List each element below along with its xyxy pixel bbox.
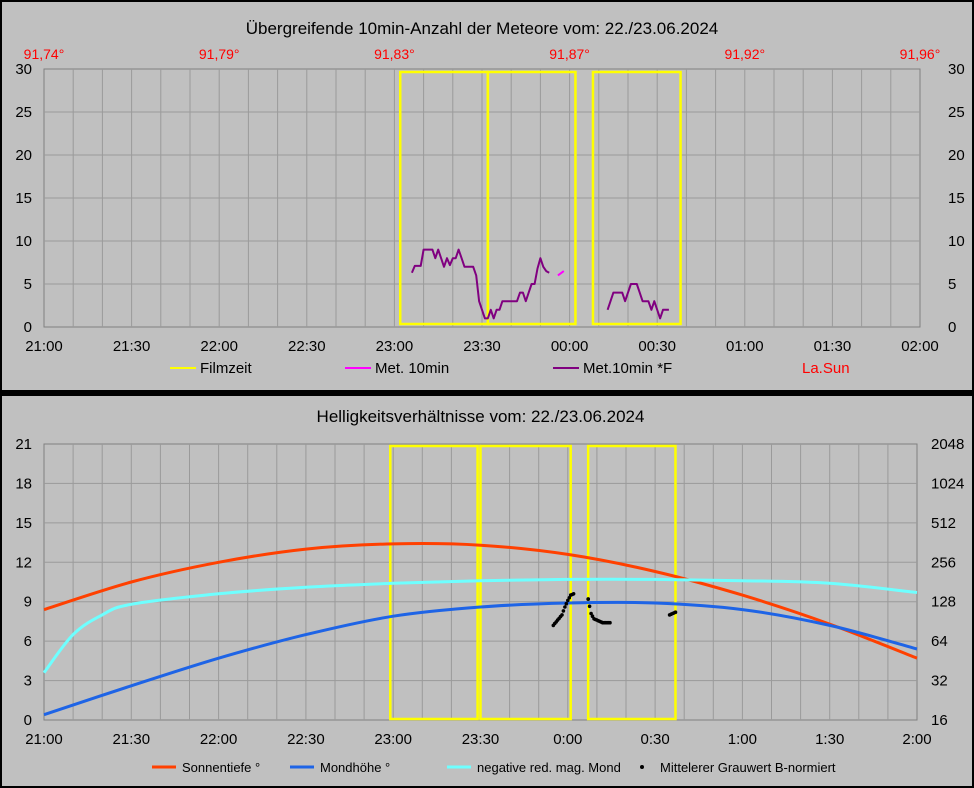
y-tick-label: 0	[24, 712, 32, 729]
y2-tick-label: 256	[931, 554, 956, 571]
grauwert-dot	[567, 596, 572, 600]
film-period-box	[479, 444, 572, 721]
legend-label: Met.10min *F	[583, 360, 672, 377]
legend-label: Sonnentiefe °	[182, 760, 260, 775]
x-tick-label: 01:00	[726, 338, 764, 355]
meteor-count-panel: Übergreifende 10min-Anzahl der Meteore v…	[2, 2, 972, 390]
legend-label: Mittelerer Grauwert B-normiert	[660, 760, 836, 775]
y-tick-label: 3	[24, 673, 32, 690]
y2-tick-label: 30	[948, 61, 965, 78]
x-tick-label: 00:00	[551, 338, 589, 355]
top-tick-label: 91,87°	[549, 46, 590, 62]
y2-tick-label: 16	[931, 712, 948, 729]
x-tick-label: 0:30	[640, 731, 669, 748]
y2-tick-label: 64	[931, 633, 948, 650]
series-grauwert	[551, 592, 678, 628]
y2-tick-label: 32	[931, 673, 948, 690]
meteor-count-chart: Übergreifende 10min-Anzahl der Meteore v…	[15, 19, 965, 377]
x-tick-label: 02:00	[901, 338, 939, 355]
y2-tick-label: 25	[948, 104, 965, 121]
top-tick-label: 91,74°	[24, 46, 65, 62]
x-tick-label: 21:00	[25, 731, 63, 748]
x-tick-label: 22:00	[200, 731, 238, 748]
x-tick-label: 0:00	[553, 731, 582, 748]
series-line-met-10min-f	[410, 248, 550, 320]
grauwert-dot	[587, 604, 592, 609]
x-tick-label: 1:00	[728, 731, 757, 748]
top-tick-label: 91,83°	[374, 46, 415, 62]
y-tick-label: 21	[15, 436, 32, 453]
legend-label: Filmzeit	[200, 360, 252, 377]
grauwert-dot	[590, 614, 595, 618]
grauwert-dot	[564, 601, 569, 606]
y-tick-label: 10	[15, 233, 32, 250]
x-tick-label: 22:30	[287, 731, 325, 748]
x-tick-label: 23:00	[376, 338, 414, 355]
x-tick-label: 2:00	[902, 731, 931, 748]
grauwert-dot	[608, 620, 612, 625]
legend-label: Mondhöhe °	[320, 760, 390, 775]
chart-title: Helligkeitsverhältnisse vom: 22./23.06.2…	[317, 407, 645, 426]
series-sonnentiefe	[43, 542, 918, 660]
x-tick-label: 23:30	[463, 338, 501, 355]
grauwert-dot	[561, 609, 566, 613]
chart-title: Übergreifende 10min-Anzahl der Meteore v…	[246, 19, 719, 38]
x-tick-label: 23:30	[462, 731, 500, 748]
grauwert-dot	[589, 611, 593, 616]
series-line-met-10min	[557, 270, 565, 277]
y-tick-label: 6	[24, 633, 32, 650]
x-tick-label: 21:30	[113, 338, 151, 355]
y2-tick-label: 1024	[931, 475, 964, 492]
grauwert-dot	[560, 613, 564, 617]
y-tick-label: 15	[15, 515, 32, 532]
x-tick-label: 1:30	[815, 731, 844, 748]
series-line-met-10min-f	[606, 283, 669, 320]
y-tick-label: 9	[24, 594, 32, 611]
y2-tick-label: 0	[948, 319, 956, 336]
brightness-chart: Helligkeitsverhältnisse vom: 22./23.06.2…	[15, 407, 964, 775]
y-tick-label: 20	[15, 147, 32, 164]
x-tick-label: 21:00	[25, 338, 63, 355]
y2-tick-label: 15	[948, 190, 965, 207]
y-tick-label: 5	[24, 276, 32, 293]
legend-label: Met. 10min	[375, 360, 449, 377]
film-period-box	[486, 70, 577, 326]
y2-tick-label: 10	[948, 233, 965, 250]
y-tick-label: 25	[15, 104, 32, 121]
y-tick-label: 12	[15, 554, 32, 571]
film-period-box	[591, 70, 682, 326]
legend-label: negative red. mag. Mond	[477, 760, 621, 775]
brightness-panel: Helligkeitsverhältnisse vom: 22./23.06.2…	[2, 396, 972, 786]
series-mondhoehe	[43, 600, 918, 717]
y2-tick-label: 128	[931, 594, 956, 611]
legend-label: La.Sun	[802, 360, 850, 377]
y2-tick-label: 5	[948, 276, 956, 293]
y-tick-label: 0	[24, 319, 32, 336]
x-tick-label: 21:30	[113, 731, 151, 748]
grauwert-dot	[563, 605, 567, 609]
grauwert-dot	[586, 597, 590, 601]
y2-tick-label: 512	[931, 515, 956, 532]
grauwert-dot	[673, 610, 678, 614]
x-tick-label: 01:30	[814, 338, 852, 355]
y2-tick-label: 2048	[931, 436, 964, 453]
x-tick-label: 22:00	[200, 338, 238, 355]
y-tick-label: 18	[15, 475, 32, 492]
x-tick-label: 00:30	[638, 338, 676, 355]
y-tick-label: 15	[15, 190, 32, 207]
x-tick-label: 23:00	[374, 731, 412, 748]
grauwert-dot	[571, 592, 576, 596]
top-tick-label: 91,96°	[900, 46, 941, 62]
x-tick-label: 22:30	[288, 338, 326, 355]
y-tick-label: 30	[15, 61, 32, 78]
top-tick-label: 91,79°	[199, 46, 240, 62]
legend-swatch	[640, 765, 644, 769]
grauwert-dot	[566, 598, 570, 603]
film-period-box	[586, 444, 677, 721]
top-tick-label: 91,92°	[724, 46, 765, 62]
y2-tick-label: 20	[948, 147, 965, 164]
series-mag-mond	[42, 577, 918, 674]
